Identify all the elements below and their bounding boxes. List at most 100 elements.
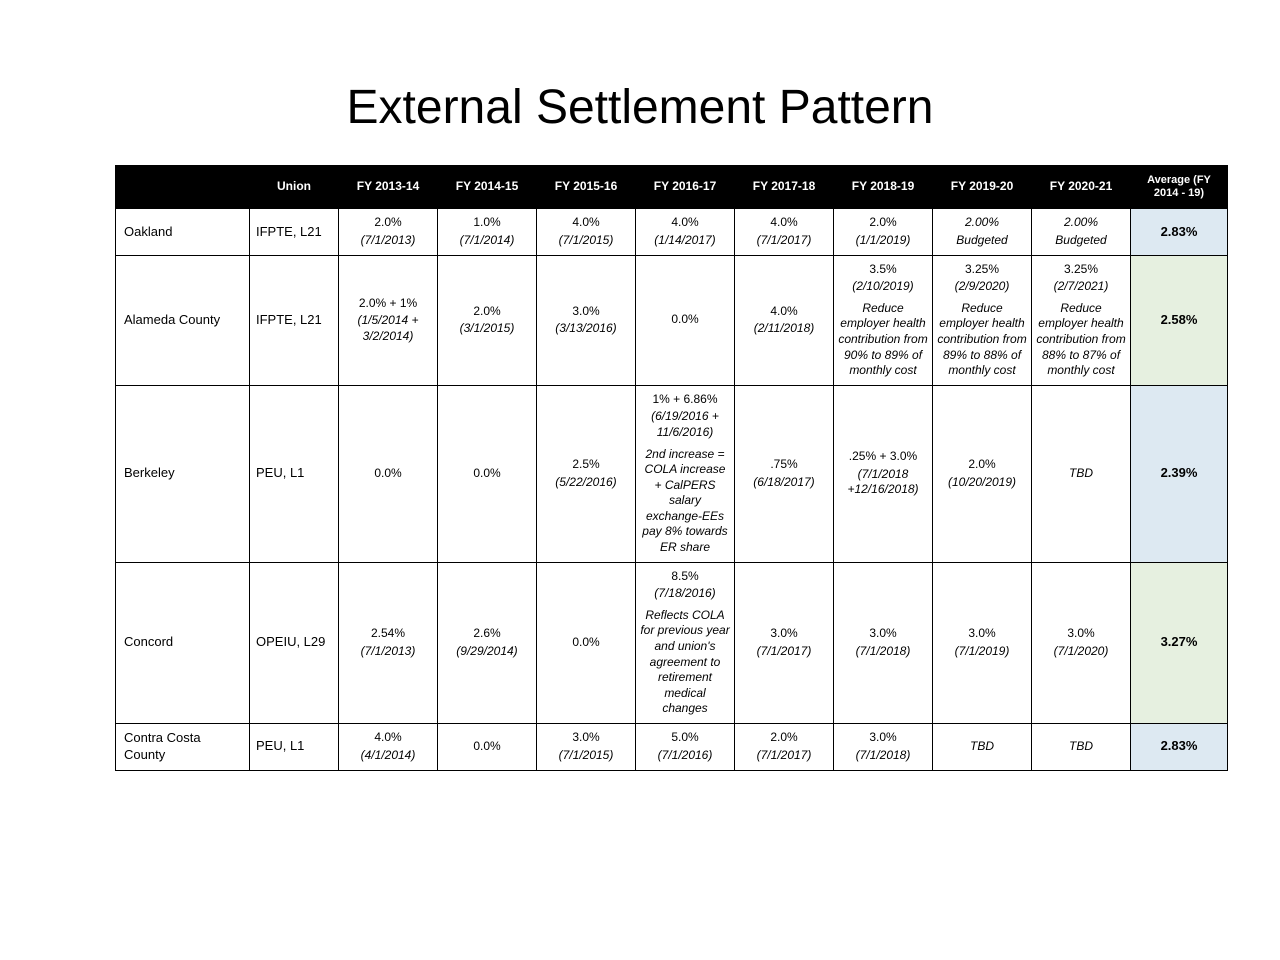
cell-main-value: 2.0% [838,215,928,231]
cell-main-value: 2.0% [739,730,829,746]
cell-note: Reflects COLA for previous year and unio… [640,608,730,717]
fy-cell: 3.5%(2/10/2019) Reduce employer health co… [834,255,933,385]
fy-cell: 0.0% [438,385,537,562]
average-cell: 3.27% [1131,562,1228,723]
fy-cell: 2.54%(7/1/2013) [339,562,438,723]
average-cell: 2.39% [1131,385,1228,562]
table-header-row: UnionFY 2013-14FY 2014-15FY 2015-16FY 20… [116,166,1228,209]
cell-main-value: TBD [937,739,1027,755]
table-row: OaklandIFPTE, L212.0%(7/1/2013)1.0%(7/1/… [116,209,1228,255]
cell-sub-value: (7/1/2018) [838,644,928,660]
entity-cell: Berkeley [116,385,250,562]
fy-cell: 2.0% + 1%(1/5/2014 + 3/2/2014) [339,255,438,385]
cell-main-value: 4.0% [739,304,829,320]
fy-cell: 8.5%(7/18/2016)Reflects COLA for previou… [636,562,735,723]
fy-cell: 4.0%(7/1/2015) [537,209,636,255]
fy-cell: 3.0% (7/1/2018) [834,724,933,771]
fy-cell: 3.0%(3/13/2016) [537,255,636,385]
cell-sub-value: (7/1/2018 +12/16/2018) [838,467,928,498]
fy-cell: 4.0%(4/1/2014) [339,724,438,771]
cell-sub-value: (7/1/2018) [838,748,928,764]
cell-main-value: 5.0% [640,730,730,746]
union-cell: OPEIU, L29 [250,562,339,723]
table-body: OaklandIFPTE, L212.0%(7/1/2013)1.0%(7/1/… [116,209,1228,770]
entity-cell: Contra Costa County [116,724,250,771]
cell-sub-value: (7/1/2013) [343,233,433,249]
cell-sub-value: (6/19/2016 + 11/6/2016) [640,409,730,440]
cell-main-value: 0.0% [442,466,532,482]
fy-cell: 0.0% [339,385,438,562]
cell-note: Reduce employer health contribution from… [838,301,928,379]
cell-main-value: 0.0% [442,739,532,755]
fy-cell: 2.00%Budgeted [933,209,1032,255]
cell-sub-value: (5/22/2016) [541,475,631,491]
cell-main-value: .25% + 3.0% [838,449,928,465]
settlement-table: UnionFY 2013-14FY 2014-15FY 2015-16FY 20… [115,165,1228,771]
cell-main-value: 2.0% [343,215,433,231]
cell-main-value: 3.0% [739,626,829,642]
cell-main-value: 2.0% + 1% [343,296,433,312]
cell-sub-value: (2/7/2021) [1036,279,1126,295]
cell-main-value: 2.00% [937,215,1027,231]
fy-cell: 2.0%(10/20/2019) [933,385,1032,562]
union-cell: PEU, L1 [250,385,339,562]
cell-sub-value: (7/1/2019) [937,644,1027,660]
cell-main-value: 1.0% [442,215,532,231]
average-cell: 2.58% [1131,255,1228,385]
fy-cell: 2.5% (5/22/2016) [537,385,636,562]
cell-main-value: 4.0% [541,215,631,231]
cell-main-value: 2.54% [343,626,433,642]
cell-main-value: 2.5% [541,457,631,473]
fy-cell: 0.0% [636,255,735,385]
entity-cell: Alameda County [116,255,250,385]
average-cell: 2.83% [1131,209,1228,255]
cell-main-value: 2.6% [442,626,532,642]
union-cell: IFPTE, L21 [250,255,339,385]
cell-main-value: 3.0% [541,730,631,746]
cell-note: Reduce employer health contribution from… [1036,301,1126,379]
cell-sub-value: (3/13/2016) [541,321,631,337]
cell-sub-value: (1/5/2014 + 3/2/2014) [343,313,433,344]
fy-cell: 4.0%(1/14/2017) [636,209,735,255]
cell-note: Reduce employer health contribution from… [937,301,1027,379]
fy-cell: TBD [1032,385,1131,562]
cell-main-value: 1% + 6.86% [640,392,730,408]
cell-sub-value: (2/10/2019) [838,279,928,295]
column-header-fy20_21: FY 2020-21 [1032,166,1131,209]
fy-cell: 4.0%(2/11/2018) [735,255,834,385]
cell-main-value: 0.0% [640,312,730,328]
fy-cell: TBD [1032,724,1131,771]
column-header-entity [116,166,250,209]
cell-main-value: 3.0% [1036,626,1126,642]
cell-main-value: TBD [1036,466,1126,482]
column-header-fy14_15: FY 2014-15 [438,166,537,209]
column-header-fy18_19: FY 2018-19 [834,166,933,209]
cell-sub-value: (7/1/2014) [442,233,532,249]
cell-main-value: 4.0% [739,215,829,231]
fy-cell: .75%(6/18/2017) [735,385,834,562]
fy-cell: 1.0% (7/1/2014) [438,209,537,255]
cell-sub-value: (7/1/2016) [640,748,730,764]
page: External Settlement Pattern UnionFY 2013… [0,0,1280,960]
fy-cell: 0.0% [438,724,537,771]
average-cell: 2.83% [1131,724,1228,771]
fy-cell: 3.0%(7/1/2015) [537,724,636,771]
page-title: External Settlement Pattern [0,80,1280,135]
cell-main-value: 8.5% [640,569,730,585]
table-row: BerkeleyPEU, L10.0%0.0%2.5%(5/22/2016)1%… [116,385,1228,562]
fy-cell: 5.0% (7/1/2016) [636,724,735,771]
cell-sub-value: (7/1/2017) [739,748,829,764]
cell-sub-value: (6/18/2017) [739,475,829,491]
cell-main-value: 0.0% [343,466,433,482]
column-header-fy13_14: FY 2013-14 [339,166,438,209]
column-header-fy17_18: FY 2017-18 [735,166,834,209]
cell-sub-value: (2/9/2020) [937,279,1027,295]
fy-cell: 1% + 6.86%(6/19/2016 + 11/6/2016)2nd inc… [636,385,735,562]
cell-main-value: 4.0% [343,730,433,746]
cell-main-value: 3.0% [838,730,928,746]
cell-main-value: 3.25% [1036,262,1126,278]
union-cell: PEU, L1 [250,724,339,771]
union-cell: IFPTE, L21 [250,209,339,255]
cell-main-value: 4.0% [640,215,730,231]
cell-main-value: 3.5% [838,262,928,278]
